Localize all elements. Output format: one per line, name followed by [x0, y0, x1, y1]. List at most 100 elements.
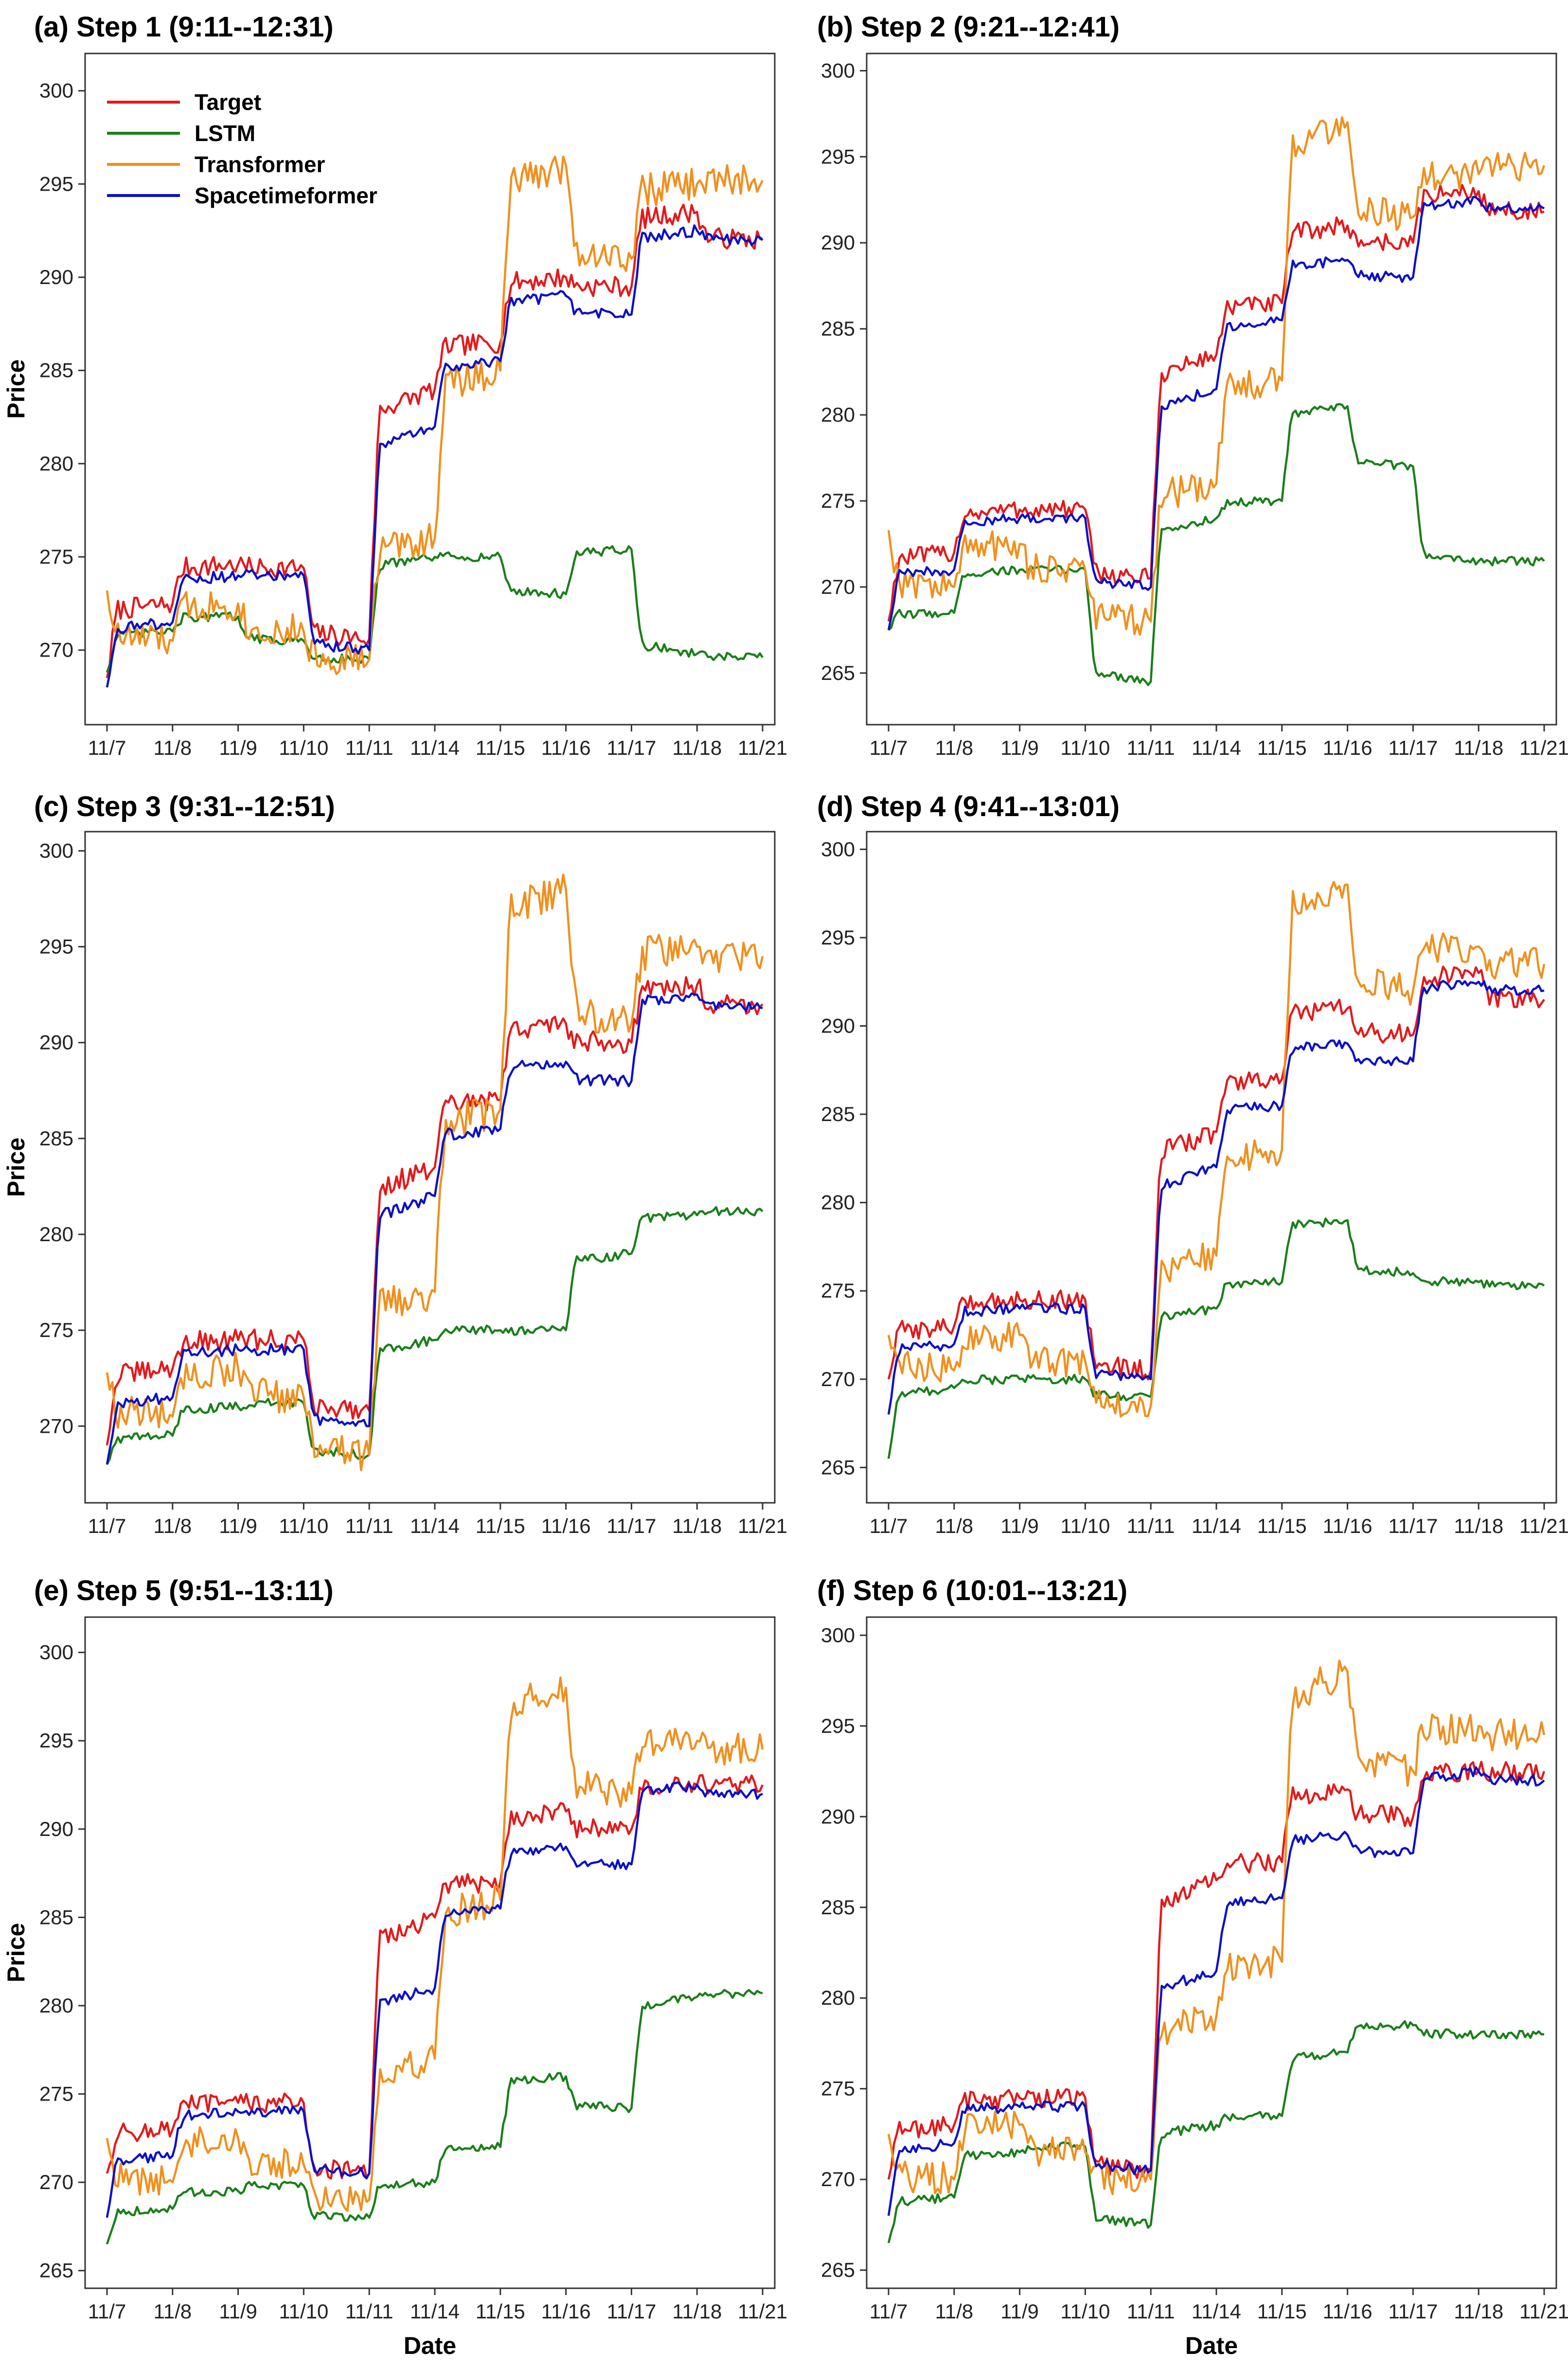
plot-frame — [84, 53, 776, 726]
y-tick-label: 265 — [39, 2259, 73, 2282]
x-tick-label: 11/7 — [870, 736, 908, 759]
series-line-spacetimeformer — [887, 980, 1545, 1415]
x-tick-label: 11/17 — [606, 736, 656, 759]
y-tick-label: 280 — [39, 1994, 73, 2017]
y-tick-label: 275 — [821, 1279, 855, 1302]
panel-title: (e) Step 5 (9:51--13:11) — [34, 1575, 334, 1606]
series-line-spacetimeformer — [106, 992, 763, 1465]
legend-label-target: Target — [195, 89, 261, 115]
y-tick-label: 300 — [39, 1641, 73, 1664]
x-tick-label: 11/9 — [219, 736, 257, 759]
x-tick-label: 11/15 — [1257, 736, 1307, 759]
x-tick-label: 11/15 — [1257, 1514, 1307, 1537]
y-axis-label: Price — [2, 1923, 30, 1982]
series-line-lstm — [106, 1206, 764, 1465]
series-line-lstm — [887, 1217, 1545, 1459]
y-tick-label: 285 — [39, 1127, 73, 1150]
plot-frame — [866, 1616, 1557, 2289]
x-tick-label: 11/11 — [1127, 2300, 1175, 2323]
x-tick-label: 11/17 — [606, 1514, 656, 1537]
x-tick-label: 11/10 — [279, 736, 328, 759]
x-tick-label: 11/18 — [1454, 1514, 1503, 1537]
series-line-spacetimeformer — [887, 1766, 1545, 2216]
y-tick-label: 285 — [821, 317, 855, 340]
x-tick-label: 11/18 — [1454, 736, 1503, 759]
y-tick-label: 300 — [821, 837, 855, 860]
y-axis-label: Price — [2, 359, 30, 419]
series-line-transformer — [106, 155, 764, 676]
x-tick-label: 11/11 — [1127, 1514, 1175, 1537]
y-axis-label: Price — [2, 1138, 30, 1197]
series-line-transformer — [887, 116, 1546, 636]
legend-label-spacetimeformer: Spacetimeformer — [195, 183, 377, 208]
y-tick-label: 300 — [39, 79, 73, 102]
y-tick-label: 285 — [39, 1906, 73, 1928]
y-tick-label: 295 — [821, 926, 855, 949]
y-tick-label: 275 — [39, 545, 73, 568]
x-tick-label: 11/9 — [1000, 736, 1039, 759]
x-tick-label: 11/7 — [88, 1514, 126, 1537]
y-tick-label: 275 — [39, 1318, 73, 1341]
series-line-transformer — [106, 873, 764, 1472]
x-tick-label: 11/11 — [345, 736, 393, 759]
x-tick-label: 11/15 — [476, 2300, 525, 2323]
y-tick-label: 275 — [821, 2077, 855, 2100]
x-tick-label: 11/10 — [1060, 2300, 1110, 2323]
x-tick-label: 11/11 — [1127, 736, 1175, 759]
x-tick-label: 11/14 — [410, 1514, 460, 1537]
y-tick-label: 280 — [39, 1223, 73, 1246]
y-tick-label: 285 — [821, 1896, 855, 1919]
x-tick-label: 11/21 — [1519, 2300, 1568, 2323]
x-tick-label: 11/21 — [738, 736, 787, 759]
x-tick-label: 11/11 — [345, 2300, 393, 2323]
y-tick-label: 270 — [39, 1414, 73, 1437]
y-tick-label: 290 — [821, 1014, 855, 1037]
x-tick-label: 11/16 — [541, 736, 591, 759]
y-tick-label: 275 — [821, 489, 855, 512]
series-line-lstm — [106, 545, 764, 673]
plot-frame — [84, 1616, 776, 2289]
y-tick-label: 290 — [39, 1031, 73, 1054]
y-tick-label: 265 — [821, 1456, 855, 1478]
x-tick-label: 11/18 — [672, 1514, 722, 1537]
series-line-spacetimeformer — [106, 224, 764, 688]
series-line-lstm — [888, 403, 1545, 686]
x-tick-label: 11/8 — [935, 736, 973, 759]
y-tick-label: 290 — [821, 1805, 855, 1828]
x-tick-label: 11/21 — [1519, 1514, 1568, 1537]
series-line-spacetimeformer — [887, 196, 1545, 630]
x-tick-label: 11/17 — [1388, 2300, 1438, 2323]
x-tick-label: 11/9 — [1000, 1514, 1039, 1537]
x-tick-label: 11/14 — [1192, 1514, 1241, 1537]
y-tick-label: 300 — [821, 1623, 855, 1646]
x-tick-label: 11/17 — [1388, 1514, 1438, 1537]
panel-title: (d) Step 4 (9:41--13:01) — [817, 791, 1120, 822]
series-line-target — [106, 976, 764, 1446]
y-tick-label: 270 — [821, 1368, 855, 1390]
y-tick-label: 270 — [39, 2171, 73, 2193]
x-tick-label: 11/9 — [219, 2300, 257, 2323]
y-tick-label: 280 — [39, 452, 73, 475]
x-tick-label: 11/10 — [279, 2300, 328, 2323]
x-tick-label: 11/16 — [541, 1514, 591, 1537]
y-tick-label: 300 — [821, 59, 855, 82]
series-line-transformer — [106, 1676, 764, 2212]
x-tick-label: 11/16 — [1323, 1514, 1372, 1537]
y-tick-label: 275 — [39, 2083, 73, 2105]
x-tick-label: 11/7 — [870, 2300, 908, 2323]
x-tick-label: 11/8 — [153, 1514, 192, 1537]
x-tick-label: 11/14 — [1192, 2300, 1241, 2323]
x-tick-label: 11/15 — [476, 736, 525, 759]
panel-title: (f) Step 6 (10:01--13:21) — [817, 1575, 1127, 1606]
x-tick-label: 11/21 — [738, 2300, 787, 2323]
y-tick-label: 270 — [821, 2168, 855, 2191]
x-tick-label: 11/14 — [410, 2300, 460, 2323]
x-tick-label: 11/10 — [1060, 736, 1110, 759]
y-tick-label: 280 — [821, 403, 855, 426]
plot-frame — [866, 53, 1557, 726]
panel-title: (c) Step 3 (9:31--12:51) — [34, 791, 335, 822]
y-tick-label: 290 — [39, 1817, 73, 1840]
legend-label-lstm: LSTM — [195, 121, 255, 146]
x-tick-label: 11/7 — [88, 2300, 126, 2323]
